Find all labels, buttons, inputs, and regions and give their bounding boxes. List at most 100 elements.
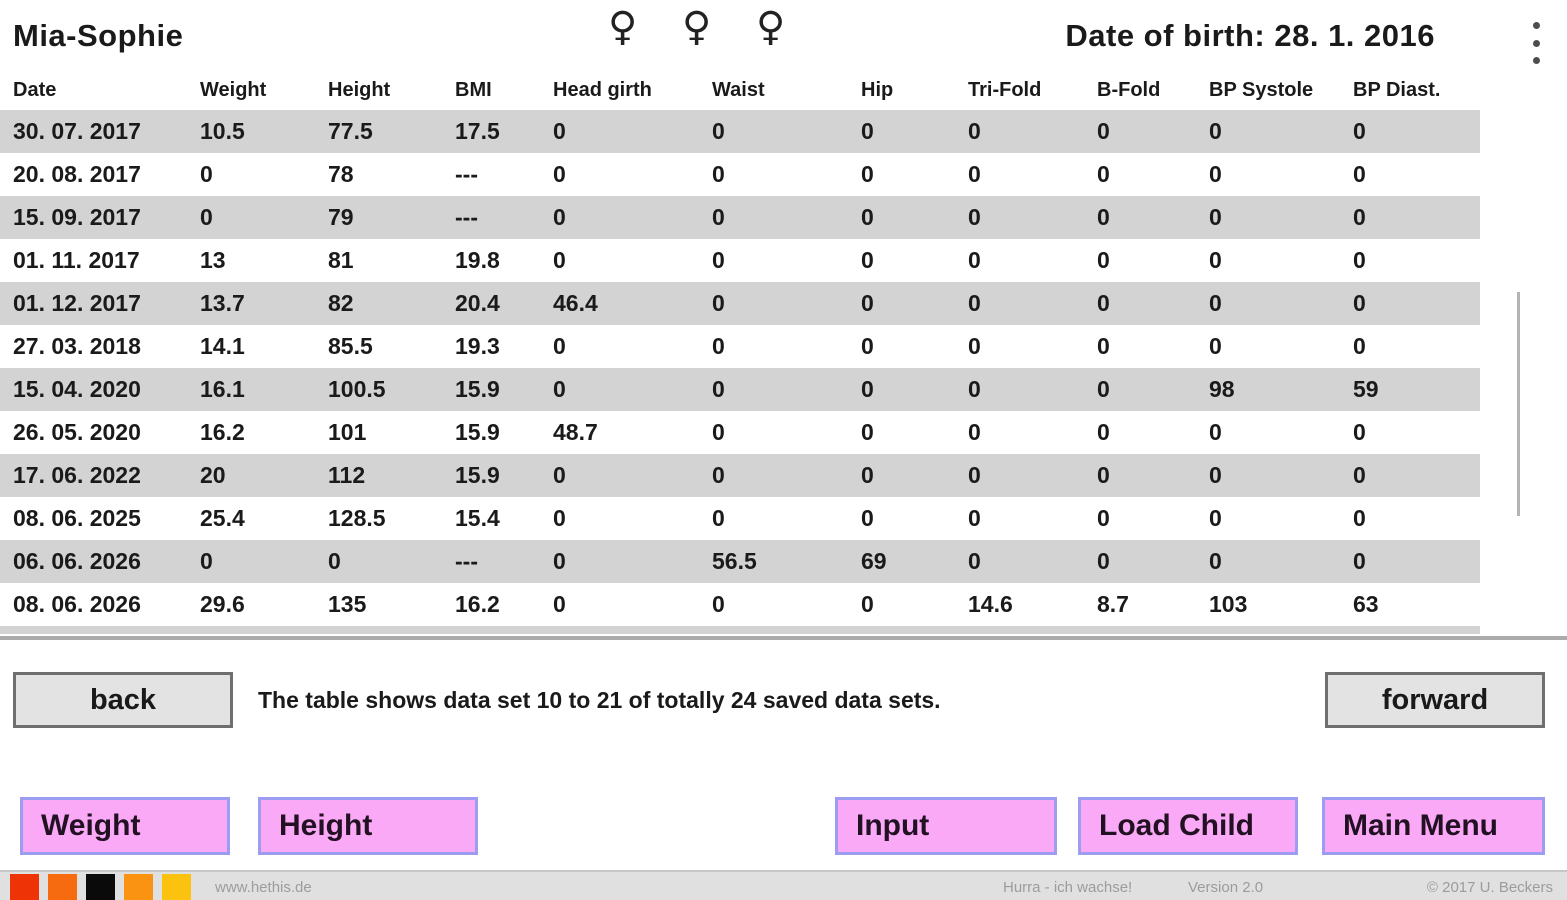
- table-cell: 14.1: [200, 333, 245, 359]
- table-cell: 16.2: [455, 591, 500, 617]
- table-cell: 0: [861, 204, 874, 230]
- table-cell: 14.6: [968, 591, 1013, 617]
- table-row[interactable]: 01. 12. 2017 13.7 82 20.4 46.4 0 0 0 0 0 0: [0, 282, 1480, 325]
- column-header: BP Systole: [1209, 78, 1314, 101]
- table-cell: 0: [553, 462, 566, 488]
- table-cell: 0: [861, 290, 874, 316]
- table-header-row: Date Weight Height BMI Head girth Waist Hip Tri…: [0, 74, 1480, 106]
- table-cell: 135: [328, 591, 367, 617]
- table-cell: 0: [1097, 247, 1110, 273]
- forward-button[interactable]: forward: [1325, 672, 1545, 728]
- logo-color-square: [48, 874, 77, 900]
- table-cell: 0: [1097, 462, 1110, 488]
- table-cell: 01. 11. 2017: [13, 247, 140, 273]
- table-cell: 25.4: [200, 505, 245, 531]
- column-header: Hip: [861, 78, 894, 101]
- load-child-button[interactable]: Load Child: [1078, 797, 1298, 855]
- table-cell: 0: [1353, 462, 1366, 488]
- table-cell: 0: [553, 333, 566, 359]
- table-cell: 0: [1353, 290, 1366, 316]
- table-cell: 0: [1353, 548, 1366, 574]
- table-cell: 81: [328, 247, 354, 273]
- table-cell: 0: [1097, 333, 1110, 359]
- main-menu-button[interactable]: Main Menu: [1322, 797, 1545, 855]
- table-row[interactable]: 08. 06. 2026 29.6 135 16.2 0 0 0 14.6 8.7 103 63: [0, 583, 1480, 626]
- table-cell: 0: [712, 247, 725, 273]
- table-row[interactable]: 30. 07. 2017 10.5 77.5 17.5 0 0 0 0 0 0 0: [0, 110, 1480, 153]
- table-cell: 0: [200, 548, 213, 574]
- scrollbar-thumb[interactable]: [1517, 292, 1520, 516]
- table-cell: 0: [1097, 161, 1110, 187]
- table-cell: 0: [968, 118, 981, 144]
- back-button[interactable]: back: [13, 672, 233, 728]
- table-cell: 0: [861, 118, 874, 144]
- table-cell: 0: [1353, 505, 1366, 531]
- table-cell: 20. 08. 2017: [13, 161, 141, 187]
- table-cell: 0: [968, 290, 981, 316]
- status-bar: www.hethis.de Hurra - ich wachse! Versio…: [0, 870, 1567, 900]
- input-button[interactable]: Input: [835, 797, 1057, 855]
- separator-line: [0, 636, 1567, 640]
- table-cell: 0: [861, 419, 874, 445]
- table-cell: 112: [328, 462, 366, 488]
- logo-color-square: [124, 874, 153, 900]
- table-cell: 08. 06. 2026: [13, 591, 141, 617]
- table-cell: 0: [712, 333, 725, 359]
- table-cell: 01. 12. 2017: [13, 290, 141, 316]
- table-cell: 0: [968, 505, 981, 531]
- logo-color-square: [10, 874, 39, 900]
- table-cell: 0: [861, 462, 874, 488]
- table-cell: 0: [861, 505, 874, 531]
- table-cell: 19.8: [455, 247, 500, 273]
- female-gender-icons: ♀ ♀ ♀: [608, 4, 802, 50]
- table-row[interactable]: 08. 06. 2025 25.4 128.5 15.4 0 0 0 0 0 0 0: [0, 497, 1480, 540]
- table-row[interactable]: 27. 03. 2018 14.1 85.5 19.3 0 0 0 0 0 0 0: [0, 325, 1480, 368]
- table-row[interactable]: 17. 06. 2022 20 112 15.9 0 0 0 0 0 0 0: [0, 454, 1480, 497]
- table-cell: 20.4: [455, 290, 500, 316]
- table-row[interactable]: 01. 11. 2017 13 81 19.8 0 0 0 0 0 0 0: [0, 239, 1480, 282]
- column-header: BP Diast.: [1353, 78, 1441, 101]
- table-row[interactable]: 15. 09. 2017 0 79 --- 0 0 0 0 0 0 0: [0, 196, 1480, 239]
- footer-version: Version 2.0: [1188, 879, 1264, 896]
- table-cell: 0: [1353, 161, 1366, 187]
- table-cell: 101: [328, 419, 367, 445]
- column-header: B-Fold: [1097, 78, 1161, 101]
- table-cell: ---: [455, 204, 478, 230]
- table-cell: 0: [1209, 204, 1222, 230]
- table-cell: 69: [861, 548, 887, 574]
- table-cell: 79: [328, 204, 354, 230]
- table-cell: 15.4: [455, 505, 500, 531]
- table-cell: ---: [455, 548, 478, 574]
- table-cell: 0: [1097, 376, 1110, 402]
- table-row[interactable]: 15. 04. 2020 16.1 100.5 15.9 0 0 0 0 0 98 59: [0, 368, 1480, 411]
- kebab-menu-icon[interactable]: [1527, 22, 1545, 64]
- table-cell: 16.2: [200, 419, 245, 445]
- table-row[interactable]: 06. 06. 2026 0 0 --- 0 56.5 69 0 0 0 0: [0, 540, 1480, 583]
- table-cell: 0: [712, 505, 725, 531]
- table-cell: 98: [1209, 376, 1235, 402]
- table-cell: 0: [712, 591, 725, 617]
- weight-button[interactable]: Weight: [20, 797, 230, 855]
- table-row[interactable]: 20. 08. 2017 0 78 --- 0 0 0 0 0 0 0: [0, 153, 1480, 196]
- column-header: Tri-Fold: [968, 78, 1042, 101]
- table-cell: 0: [1353, 204, 1366, 230]
- date-of-birth: Date of birth: 28. 1. 2016: [1065, 18, 1435, 53]
- table-cell: 0: [1353, 419, 1366, 445]
- table-cell: 0: [968, 204, 981, 230]
- table-cell: 78: [328, 161, 354, 187]
- table-row[interactable]: 26. 05. 2020 16.2 101 15.9 48.7 0 0 0 0 0 0: [0, 411, 1480, 454]
- table-cell: 0: [1353, 247, 1366, 273]
- table-cell: 0: [553, 247, 566, 273]
- table-cell: 0: [712, 462, 725, 488]
- table-cell: 0: [553, 505, 566, 531]
- table-cell: 0: [968, 376, 981, 402]
- table-cell: 15.9: [455, 376, 500, 402]
- height-button[interactable]: Height: [258, 797, 478, 855]
- table-cell: 46.4: [553, 290, 598, 316]
- partial-row-stripe: [0, 626, 1480, 634]
- column-header: Date: [13, 78, 57, 101]
- table-cell: 20: [200, 462, 226, 488]
- app-logo-squares: [10, 874, 191, 900]
- child-name: Mia-Sophie: [13, 18, 184, 53]
- table-cell: 08. 06. 2025: [13, 505, 141, 531]
